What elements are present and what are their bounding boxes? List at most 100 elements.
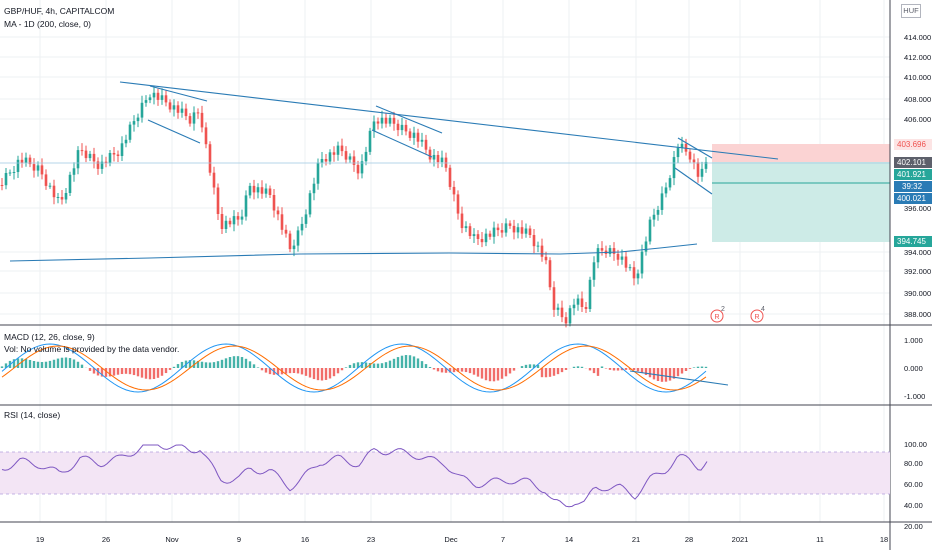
macd-bar [664, 368, 668, 382]
candle [220, 214, 224, 229]
candle [80, 150, 84, 152]
candle [172, 105, 176, 110]
macd-bar [56, 358, 60, 368]
macd-bar [592, 368, 596, 374]
candle [408, 131, 412, 138]
candle [216, 187, 220, 214]
ma-price-badge: 401.921 [894, 169, 932, 180]
candle [616, 253, 620, 260]
candle [508, 223, 512, 226]
macd-bar [208, 362, 212, 368]
macd-title[interactable]: MACD (12, 26, close, 9) [4, 332, 95, 342]
macd-bar [112, 368, 116, 376]
macd-bar [480, 368, 484, 379]
macd-bar [216, 361, 220, 368]
candle [640, 251, 644, 274]
candle [4, 173, 8, 186]
macd-bar [268, 368, 272, 375]
candle [256, 187, 260, 193]
macd-signal-line[interactable] [1, 345, 707, 391]
candle [496, 227, 500, 231]
price-tick: 410.000 [904, 73, 931, 82]
rsi-title[interactable]: RSI (14, close) [4, 410, 61, 420]
candle [360, 161, 364, 174]
candle [452, 186, 456, 195]
candle [680, 143, 684, 148]
reward-zone[interactable] [712, 162, 890, 242]
channel-bottom-2 [371, 129, 433, 158]
rsi-axis[interactable]: 100.00 80.00 60.00 40.00 20.00 [904, 440, 927, 531]
candle [520, 227, 524, 234]
candle [200, 112, 204, 128]
macd-bar [424, 364, 428, 368]
risk-zone[interactable] [712, 144, 890, 162]
price-tick: 394.000 [904, 248, 931, 257]
macd-bar [644, 368, 648, 375]
candle [468, 226, 472, 237]
macd-bar [188, 360, 192, 368]
candle [400, 124, 404, 131]
candle [92, 153, 96, 162]
macd-bar [556, 368, 560, 375]
macd-bar [448, 368, 452, 373]
macd-bar [120, 368, 124, 375]
ma-200-line[interactable] [9, 243, 698, 262]
event-marker-2[interactable]: R 4 [750, 306, 765, 323]
currency-label: HUF [901, 4, 921, 18]
ma-indicator-label[interactable]: MA - 1D (200, close, 0) [4, 19, 91, 29]
candle [472, 234, 476, 237]
macd-bar [552, 368, 556, 376]
candle [620, 256, 624, 260]
macd-bar [540, 368, 544, 378]
macd-bar [632, 368, 636, 371]
candle [500, 230, 504, 233]
candle [540, 245, 544, 257]
candle [52, 185, 56, 198]
candle [156, 92, 160, 100]
candle [44, 174, 48, 186]
macd-bar [20, 358, 24, 368]
candle [436, 154, 440, 163]
candle [12, 172, 16, 173]
time-tick: 18 [880, 535, 888, 544]
macd-bar [408, 355, 412, 368]
price-axis[interactable]: 414.000 412.000 410.000 408.000 406.000 396.0… [904, 33, 931, 319]
macd-bar [576, 366, 580, 368]
macd-bar [128, 368, 132, 375]
candle [448, 167, 452, 187]
macd-bar [676, 368, 680, 377]
event-marker-1[interactable]: R 2 [710, 306, 725, 323]
candle [280, 214, 284, 230]
time-tick: 19 [36, 535, 44, 544]
candle [676, 147, 680, 158]
candle [208, 144, 212, 173]
candle [524, 228, 528, 234]
candle [572, 304, 576, 309]
rsi-line[interactable] [1, 444, 708, 508]
candle [636, 273, 640, 279]
symbol-title[interactable]: GBP/HUF, 4h, CAPITALCOM [4, 6, 115, 16]
candle [76, 150, 80, 169]
candle [656, 209, 660, 215]
macd-divergence-line[interactable] [629, 370, 729, 386]
macd-bar [532, 364, 536, 368]
macd-axis[interactable]: 1.000 0.000 -1.000 [904, 336, 925, 401]
candle [276, 210, 280, 215]
candle [232, 216, 236, 225]
svg-text:R: R [714, 314, 719, 321]
candle [560, 307, 564, 318]
candle [652, 214, 656, 220]
candle [176, 105, 180, 113]
candle [132, 121, 136, 125]
macd-bar [432, 368, 436, 370]
candle [376, 121, 380, 124]
candle [140, 102, 144, 118]
macd-bar [520, 366, 524, 368]
trendlines[interactable] [119, 81, 779, 195]
macd-bar [444, 368, 448, 373]
candle [260, 187, 264, 194]
macd-bar [284, 368, 288, 374]
time-axis[interactable]: 19 26 Nov 9 16 23 Dec 7 14 21 28 2021 11 18 [36, 535, 888, 544]
candle [672, 157, 676, 179]
